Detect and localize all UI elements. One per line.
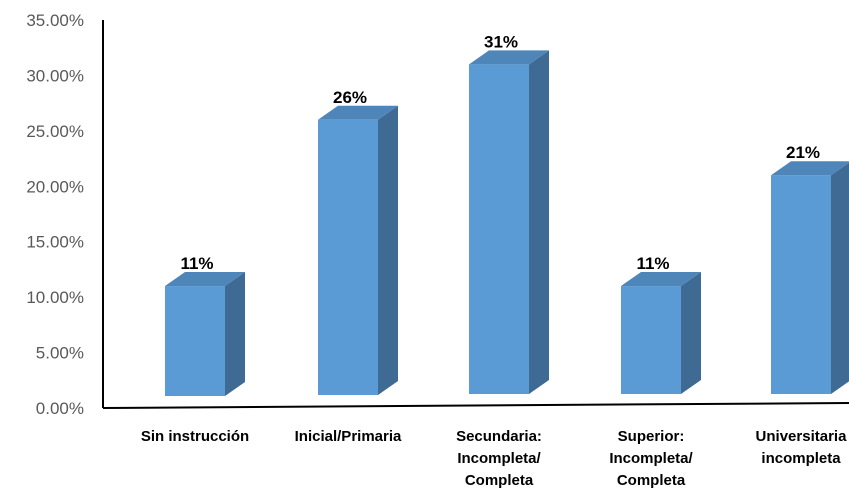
y-tick-label: 35.00% — [26, 11, 84, 30]
data-label: 31% — [484, 32, 518, 51]
category-label: Secundaria: Incompleta/Completa — [456, 428, 542, 489]
data-label: 11% — [636, 254, 669, 273]
bar-front — [469, 64, 529, 394]
data-label: 21% — [786, 143, 820, 162]
bar-side — [831, 162, 849, 394]
y-tick-label: 10.00% — [26, 288, 84, 307]
y-axis-tick-labels: 0.00% 5.00% 10.00% 15.00% 20.00% 25.00% 30.00%… — [26, 11, 84, 418]
category-label-line: Completa — [465, 472, 534, 489]
category-label-line: incompleta — [761, 450, 841, 467]
category-labels: Sin instrucción Inicial/Primaria Secundari… — [141, 428, 847, 489]
category-label-line: Inicial/Primaria — [295, 428, 402, 445]
y-tick-label: 30.00% — [26, 66, 84, 85]
bar-side — [225, 272, 245, 396]
bar-front — [771, 175, 831, 394]
x-axis-line — [102, 402, 849, 409]
bar-front — [621, 286, 681, 394]
category-label-line: Secundaria: — [456, 428, 542, 445]
bar-side — [681, 272, 701, 394]
bar — [771, 161, 849, 394]
category-label: Sin instrucción — [141, 428, 249, 445]
bar — [165, 272, 245, 396]
bar-front — [318, 119, 378, 396]
category-label-line: Completa — [617, 472, 686, 489]
data-label: 26% — [333, 88, 367, 107]
bar-top — [165, 272, 245, 287]
y-tick-label: 0.00% — [36, 399, 84, 418]
axes — [102, 20, 849, 409]
bar-top — [621, 272, 701, 287]
category-label: Superior: Incompleta/Completa — [609, 428, 693, 489]
y-tick-label: 20.00% — [26, 177, 84, 196]
bars — [165, 50, 849, 396]
data-label: 11% — [180, 254, 213, 273]
category-label: Universitaria incompleta — [756, 428, 848, 467]
category-label-line: Universitaria — [756, 428, 848, 445]
bar-side — [529, 50, 549, 394]
data-labels: 11% 26% 31% 11% 21% — [180, 32, 820, 273]
category-label-line: Incompleta/ — [609, 450, 693, 467]
bar-side — [378, 105, 398, 396]
bar-top — [318, 105, 398, 120]
bar — [621, 272, 701, 394]
bar-top — [469, 50, 549, 65]
bar-top — [771, 161, 849, 176]
y-tick-label: 15.00% — [26, 233, 84, 252]
category-label-line: Superior: — [618, 428, 685, 445]
bar — [469, 50, 549, 394]
category-label-line: Sin instrucción — [141, 428, 249, 445]
category-label-line: Incompleta/ — [457, 450, 541, 467]
category-label: Inicial/Primaria — [295, 428, 402, 445]
y-tick-label: 5.00% — [36, 344, 84, 363]
bar — [318, 105, 398, 396]
bar-front — [165, 286, 225, 396]
y-tick-label: 25.00% — [26, 122, 84, 141]
